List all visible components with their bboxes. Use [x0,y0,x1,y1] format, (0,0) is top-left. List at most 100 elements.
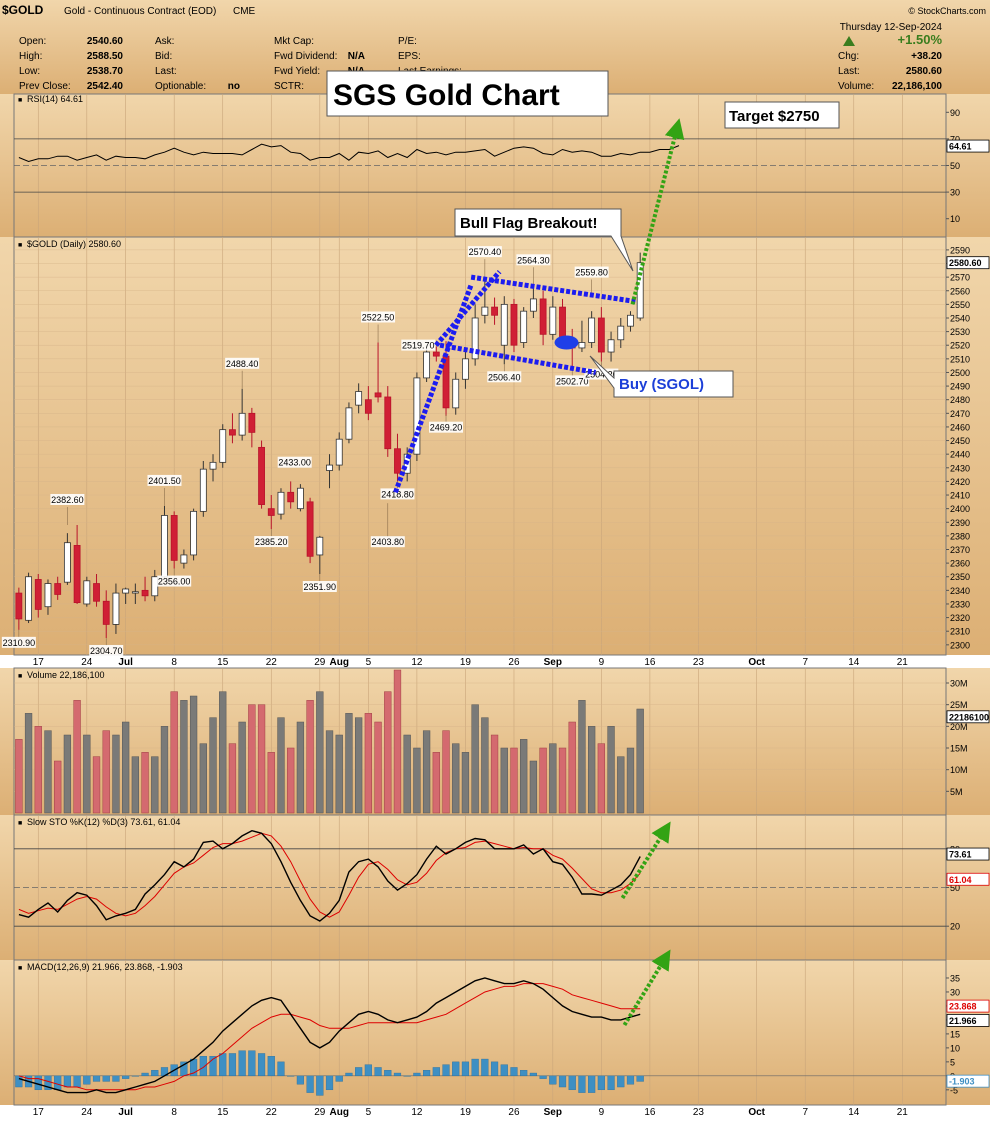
x-tick-label: 23 [693,657,705,668]
volume-bar [539,747,547,814]
x-tick-label: 15 [217,1107,229,1118]
macd-histogram-bar [325,1075,334,1091]
price-label: 2522.50 [362,313,395,323]
candle-body [122,588,130,594]
candle [413,372,421,461]
y-tick-label: 30 [950,987,960,997]
y-tick-label: 15M [950,744,968,754]
volume-bar [54,760,62,814]
macd-histogram-bar [141,1072,149,1077]
candle-body [102,600,110,625]
candle [63,533,71,585]
x-tick-label: 29 [314,657,326,668]
y-tick-label: 70 [950,134,960,144]
volume-bar [335,734,343,814]
sto-k-line [18,829,641,922]
candle [471,304,479,366]
y-tick-label: 2450 [950,436,970,446]
x-tick-label: 14 [848,1107,860,1118]
candle [578,320,586,353]
y-tick-label: 2480 [950,395,970,405]
x-tick-label: Aug [330,657,349,668]
candle [258,440,265,509]
last-value-text: 73.61 [949,850,972,860]
macd-histogram-bar [248,1050,256,1077]
macd-histogram-bar [529,1072,537,1077]
candle-body [452,378,460,409]
candle-body [219,429,227,463]
candle [15,587,23,630]
macd-histogram-bar [393,1072,402,1077]
x-tick-label: 19 [460,657,472,668]
y-tick-label: 2360 [950,559,970,569]
volume-bar [607,726,615,814]
candle-body [296,487,304,510]
candle-body [170,515,178,561]
panel-background [0,960,990,1105]
candle [296,484,304,512]
candle-body [627,314,634,327]
candle-body [335,438,343,466]
y-tick-label: 2520 [950,341,970,351]
volume-bar [92,756,101,814]
volume-bar [413,747,421,814]
flag-pole-line [393,283,474,494]
candle [481,277,489,324]
price-label: 2418.80 [381,489,414,499]
candle [549,296,557,340]
candle-body [481,306,489,316]
stat-label: Bid: [155,51,172,62]
volume-bar [219,691,227,814]
macd-histogram-bar [306,1075,314,1093]
volume-bar [151,756,159,814]
volume-bar [364,713,373,814]
candle-body [199,468,207,512]
candle-body [34,579,42,610]
candle [102,590,110,639]
panel-border [13,959,947,1106]
candle [141,576,149,602]
price-label: 2469.20 [430,423,463,433]
candle [131,583,139,604]
stat-value: 2580.60 [906,66,943,77]
x-tick-label: 21 [897,1107,909,1118]
x-tick-label: 8 [171,657,177,668]
volume-bar [471,704,479,814]
candle-body [248,412,256,433]
last-value-tag [946,1014,990,1027]
x-tick-label: 14 [848,657,860,668]
volume-bar [121,721,130,814]
candle-body [277,491,285,515]
price-label-box [89,645,124,657]
candle [423,345,431,382]
last-value-tag [946,710,990,724]
y-tick-label: 2540 [950,313,970,323]
candle-body [25,576,32,621]
panel-label: MACD(12,26,9) 21.966, 23.868, -1.903 [27,962,183,972]
price-label-box [380,488,415,500]
volume-bar [500,747,508,814]
macd-histogram-bar [92,1075,101,1082]
x-tick-label: 26 [508,1107,520,1118]
y-tick-label: 2460 [950,422,970,432]
macd-histogram-bar [364,1064,372,1077]
macd-histogram-bar [442,1064,450,1077]
legend-swatch: ■ [18,820,22,827]
flag-top-line [470,274,637,305]
y-tick-label: 25M [950,700,968,710]
legend-swatch: ■ [18,965,22,972]
macd-histogram-bar [63,1075,71,1088]
y-tick-label: 2390 [950,518,970,528]
volume-bar [432,752,440,814]
macd-histogram-bar [520,1070,528,1077]
y-tick-label: 2370 [950,545,970,555]
x-tick-label: 24 [81,1107,93,1118]
candle [73,524,81,604]
macd-histogram-bar [112,1075,120,1082]
candle-body [267,508,275,516]
panel-label: Volume 22,186,100 [27,670,105,680]
y-tick-label: 2560 [950,286,970,296]
y-tick-label: 5 [950,1057,955,1067]
y-tick-label: 2550 [950,300,970,310]
candle-body [636,262,644,319]
